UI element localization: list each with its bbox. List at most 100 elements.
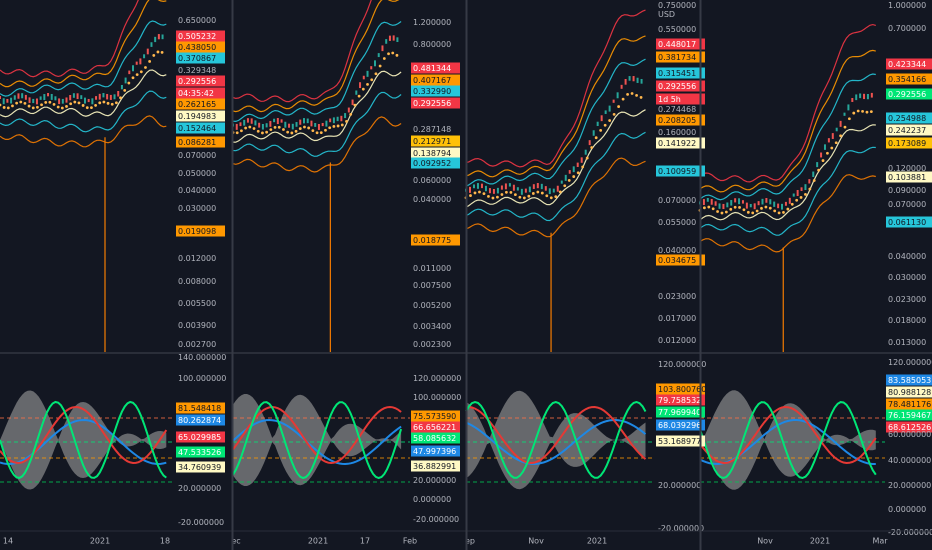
time-label: Feb [403, 537, 417, 546]
price-tag [176, 402, 225, 414]
axis-label: 120.000000 [658, 360, 706, 369]
price-tag-text: 0.292556 [413, 99, 451, 108]
candle [273, 118, 276, 123]
candle [773, 201, 776, 207]
sar-dot [491, 196, 495, 200]
price-tag [656, 80, 705, 92]
candle [804, 184, 807, 191]
candle [788, 197, 791, 204]
sar-dot [531, 192, 535, 195]
sar-dot [240, 129, 243, 133]
axis-label: 20.000000 [658, 481, 701, 490]
price-tag [656, 67, 705, 79]
axis-label: 0.012000 [658, 336, 696, 345]
sar-dot [843, 125, 847, 129]
candle [276, 118, 279, 125]
oscillator-area [466, 390, 646, 490]
price-tag-text: 0.438050 [178, 43, 216, 52]
price-tag-text: 0.100959 [658, 167, 696, 176]
price-tag-text: 0.208205 [658, 116, 696, 125]
oscillator-line [465, 400, 647, 479]
sar-dot [265, 130, 269, 134]
price-tag-text: 0.152464 [178, 124, 216, 133]
candle [69, 95, 72, 101]
price-tag [886, 112, 932, 124]
oscillator-line [0, 400, 167, 479]
price-tag [411, 157, 460, 169]
sar-dot [545, 194, 549, 198]
band-line [232, 91, 402, 157]
sar-dot [711, 207, 715, 211]
sar-dot [286, 130, 290, 134]
price-tag [176, 414, 225, 426]
sar-dot [603, 123, 607, 127]
price-tag [886, 421, 932, 433]
band-line [232, 0, 372, 103]
candle [98, 93, 101, 100]
sar-dot [378, 64, 382, 68]
sar-dot [830, 146, 834, 150]
time-label: 2021 [90, 537, 110, 546]
sar-dot [847, 117, 851, 121]
sar-dot [102, 100, 106, 104]
time-label: Mar [872, 537, 888, 546]
axis-label: 20.000000 [413, 476, 456, 485]
sar-dot [98, 101, 102, 105]
price-tag [176, 52, 225, 64]
axis-label: 0.050000 [178, 169, 216, 178]
sar-dot [336, 124, 340, 128]
price-tag-text: 77.969940 [658, 408, 701, 417]
axis-label: 0.008000 [178, 277, 216, 286]
sar-dot [2, 106, 6, 109]
candle [484, 185, 487, 192]
oscillator-line [699, 405, 877, 465]
price-tag [886, 409, 932, 421]
axis-label: 0.160000 [658, 128, 696, 137]
candle [109, 94, 112, 100]
axis-label: 0.750000 [658, 1, 696, 10]
sar-dot [382, 57, 386, 60]
axis-label: 0.800000 [413, 40, 451, 49]
candle [548, 188, 551, 195]
sar-dot [277, 125, 281, 129]
candle [39, 96, 42, 100]
candle [636, 77, 639, 83]
sar-dot [282, 128, 285, 131]
price-tag-text: 34.760939 [178, 463, 221, 472]
candle [796, 190, 799, 197]
candle [377, 53, 380, 58]
axis-label: -20.000000 [888, 528, 932, 537]
price-tag [886, 58, 932, 70]
sar-dot [760, 206, 763, 210]
candle [128, 70, 131, 75]
candle [299, 119, 302, 125]
band-line [232, 21, 402, 123]
candle [359, 82, 362, 89]
candle [157, 34, 160, 40]
price-tag-text: 68.612526 [888, 423, 931, 432]
time-label: ec [231, 537, 240, 546]
sar-dot [27, 104, 31, 108]
sar-dot [869, 110, 873, 114]
candle [792, 193, 795, 197]
sar-dot [572, 175, 576, 178]
sar-dot [861, 109, 864, 113]
sar-dot [19, 100, 23, 104]
candle [800, 187, 803, 191]
price-tag [176, 446, 225, 458]
candle [161, 34, 164, 40]
sar-dot [563, 184, 567, 188]
sar-dot [298, 127, 302, 130]
candle [520, 188, 523, 195]
candle [124, 77, 127, 84]
price-tag-text: 79.758532 [658, 396, 701, 405]
price-tag [176, 122, 225, 134]
band-line [232, 116, 402, 173]
axis-label: 0.287148 [413, 125, 451, 134]
sar-dot [56, 105, 60, 109]
time-label: Nov [528, 537, 544, 546]
price-tag-text: 0.354166 [888, 75, 926, 84]
band-line [0, 0, 167, 88]
sar-dot [85, 106, 89, 110]
candle [540, 183, 543, 190]
